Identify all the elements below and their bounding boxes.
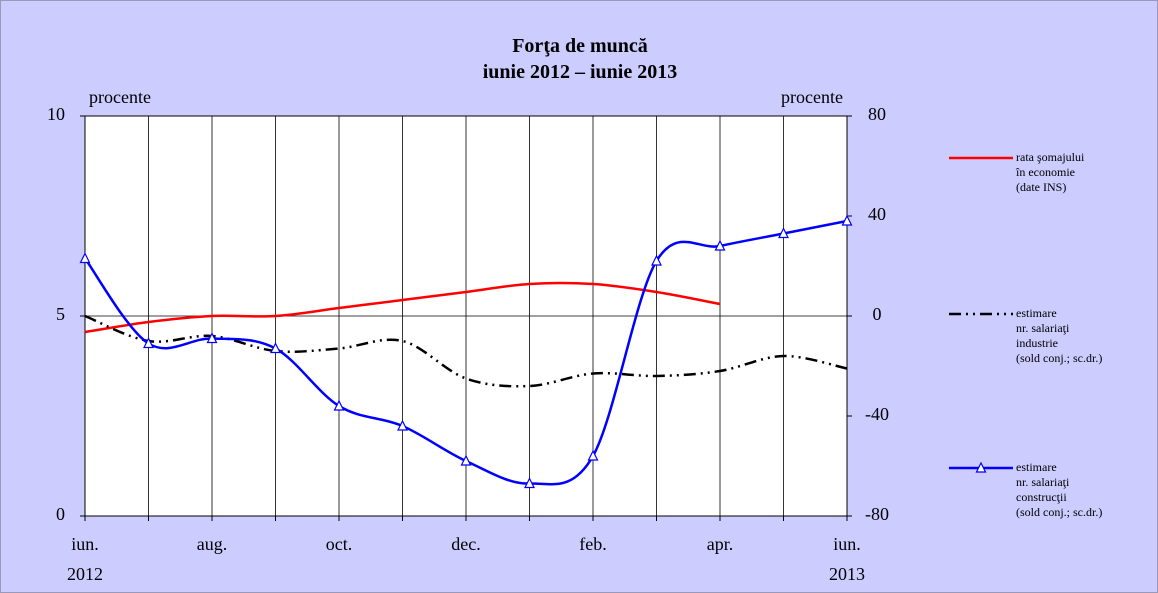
y2-tick-label: 40	[868, 204, 886, 224]
y-axis-label: procente	[89, 87, 151, 107]
x-tick-label: 2013	[829, 564, 865, 584]
x-tick-label: oct.	[326, 534, 353, 554]
chart-subtitle: iunie 2012 – iunie 2013	[482, 61, 678, 83]
point-marker	[524, 477, 535, 489]
y2-axis-label: procente	[781, 87, 843, 107]
x-tick-label: 2012	[67, 564, 103, 584]
legend-label: estimare nr. salariaţi industrie (sold c…	[1016, 306, 1103, 365]
x-tick-label: iun.	[833, 534, 861, 554]
x-tick-label: aug.	[197, 534, 228, 554]
point-marker	[270, 342, 281, 354]
y2-tick-label: -80	[865, 504, 889, 524]
chart-title: Forţa de muncă	[512, 35, 648, 57]
y2-tick-label: 0	[873, 304, 882, 324]
point-marker	[651, 254, 662, 266]
point-marker	[333, 399, 345, 411]
y-tick-label: 10	[47, 104, 65, 124]
series-line	[84, 281, 721, 334]
y-tick-label: 5	[56, 304, 65, 324]
legend-label: estimare nr. salariaţi construcţii (sold…	[1016, 460, 1103, 519]
point-marker	[714, 239, 726, 251]
point-marker	[778, 227, 789, 239]
y2-tick-label: 80	[868, 104, 886, 124]
y2-tick-label: -40	[865, 404, 889, 424]
point-marker	[587, 449, 599, 461]
point-marker	[79, 252, 91, 264]
point-marker	[397, 419, 408, 431]
point-marker	[460, 454, 472, 466]
x-tick-label: apr.	[707, 534, 734, 554]
legend-label: rata şomajului în economie (date INS)	[1016, 150, 1085, 194]
x-tick-label: dec.	[451, 534, 480, 554]
y-tick-label: 0	[56, 504, 65, 524]
point-marker	[143, 337, 154, 349]
x-tick-label: feb.	[579, 534, 606, 554]
legend-marker	[975, 461, 987, 473]
point-marker	[206, 332, 218, 344]
x-tick-label: iun.	[71, 534, 99, 554]
point-marker	[841, 214, 853, 226]
